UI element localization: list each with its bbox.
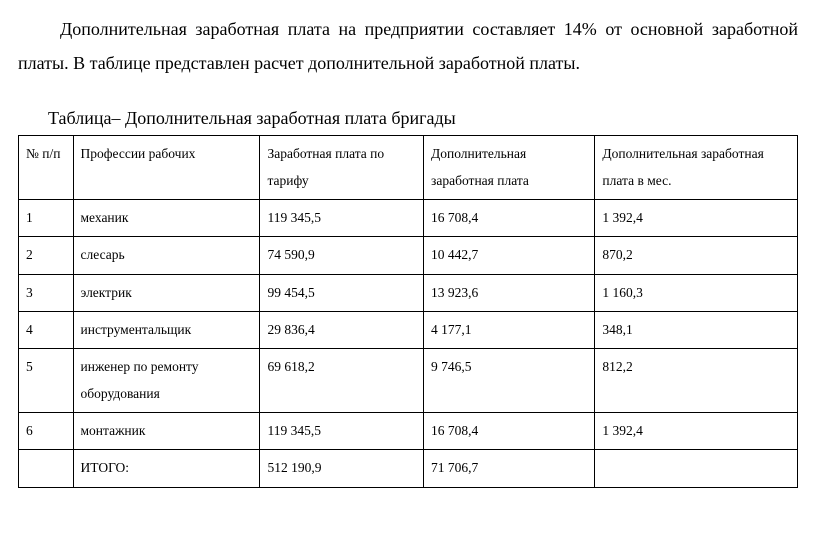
table-cell: 13 923,6: [424, 274, 595, 311]
table-cell: 4: [19, 311, 74, 348]
table-header-cell: Профессии рабочих: [73, 136, 260, 200]
salary-table: № п/п Профессии рабочих Заработная плата…: [18, 135, 798, 487]
table-cell: 2: [19, 237, 74, 274]
table-cell: инструментальщик: [73, 311, 260, 348]
intro-paragraph: Дополнительная заработная плата на предп…: [18, 12, 798, 80]
table-cell: 16 708,4: [424, 200, 595, 237]
table-cell: 74 590,9: [260, 237, 424, 274]
table-cell: 119 345,5: [260, 412, 424, 449]
table-cell: 69 618,2: [260, 349, 424, 413]
table-cell: 3: [19, 274, 74, 311]
table-row: 1 механик 119 345,5 16 708,4 1 392,4: [19, 200, 798, 237]
table-caption: Таблица– Дополнительная заработная плата…: [48, 108, 798, 129]
table-cell: 10 442,7: [424, 237, 595, 274]
table-cell: 16 708,4: [424, 412, 595, 449]
table-row: 6 монтажник 119 345,5 16 708,4 1 392,4: [19, 412, 798, 449]
table-cell: [595, 450, 798, 487]
table-cell: механик: [73, 200, 260, 237]
table-header-cell: № п/п: [19, 136, 74, 200]
table-header-cell: Дополнительная заработная плата в мес.: [595, 136, 798, 200]
table-cell: 1 392,4: [595, 412, 798, 449]
table-row: 2 слесарь 74 590,9 10 442,7 870,2: [19, 237, 798, 274]
table-cell: ИТОГО:: [73, 450, 260, 487]
table-cell: 71 706,7: [424, 450, 595, 487]
table-cell: 9 746,5: [424, 349, 595, 413]
intro-text: Дополнительная заработная плата на предп…: [18, 19, 798, 73]
table-cell: электрик: [73, 274, 260, 311]
table-cell: 4 177,1: [424, 311, 595, 348]
table-row: 3 электрик 99 454,5 13 923,6 1 160,3: [19, 274, 798, 311]
table-cell: слесарь: [73, 237, 260, 274]
table-cell: 512 190,9: [260, 450, 424, 487]
table-cell: 99 454,5: [260, 274, 424, 311]
table-cell: 348,1: [595, 311, 798, 348]
table-cell: 1 392,4: [595, 200, 798, 237]
table-header-cell: Дополнительная заработная плата: [424, 136, 595, 200]
table-cell: 1: [19, 200, 74, 237]
table-row: 5 инженер по ремонту оборудования 69 618…: [19, 349, 798, 413]
table-cell: 5: [19, 349, 74, 413]
table-cell: 1 160,3: [595, 274, 798, 311]
table-cell: 6: [19, 412, 74, 449]
table-header-cell: Заработная плата по тарифу: [260, 136, 424, 200]
table-cell: 29 836,4: [260, 311, 424, 348]
table-row-total: ИТОГО: 512 190,9 71 706,7: [19, 450, 798, 487]
table-cell: 812,2: [595, 349, 798, 413]
table-cell: 870,2: [595, 237, 798, 274]
table-row: 4 инструментальщик 29 836,4 4 177,1 348,…: [19, 311, 798, 348]
table-cell: инженер по ремонту оборудования: [73, 349, 260, 413]
table-cell: 119 345,5: [260, 200, 424, 237]
table-cell: [19, 450, 74, 487]
table-header-row: № п/п Профессии рабочих Заработная плата…: [19, 136, 798, 200]
table-cell: монтажник: [73, 412, 260, 449]
